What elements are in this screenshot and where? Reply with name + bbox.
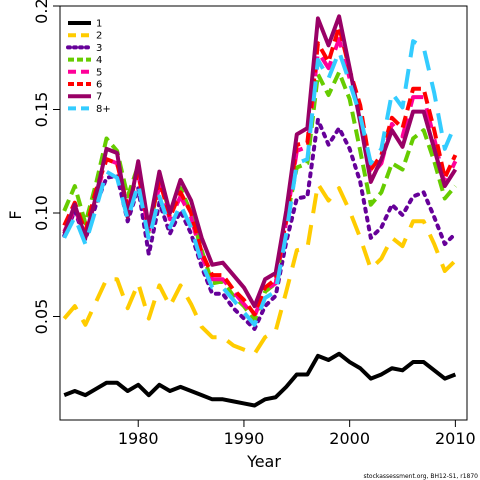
- legend-label-5: 5: [96, 67, 102, 78]
- legend-label-4: 4: [96, 55, 102, 66]
- series-line-6: [62, 24, 458, 317]
- y-axis: 0.05 0.10 0.15 0.20: [32, 0, 60, 334]
- x-tick-label: 1990: [224, 429, 265, 448]
- series-line-2: [62, 182, 457, 356]
- x-tick-label: 1980: [118, 429, 159, 448]
- y-tick-label: 0.20: [32, 0, 51, 24]
- credit-text: stockassessment.org, BH12-S1, r1870: [363, 473, 478, 480]
- legend-label-3: 3: [96, 43, 102, 54]
- series-line-7: [62, 14, 458, 309]
- legend-label-6: 6: [96, 80, 102, 91]
- legend-label-7: 7: [96, 92, 102, 103]
- y-tick-label: 0.10: [32, 195, 51, 231]
- legend-label-8: 8+: [96, 104, 111, 115]
- x-tick-label: 2000: [329, 429, 370, 448]
- plot-frame: [59, 5, 468, 421]
- y-tick-label: 0.15: [32, 92, 51, 128]
- legend-label-2: 2: [96, 31, 102, 42]
- series-line-8: [62, 39, 458, 327]
- legend-label-1: 1: [96, 19, 102, 30]
- y-axis-title: F: [6, 210, 25, 219]
- series-line-1: [63, 351, 457, 408]
- x-tick-label: 2010: [435, 429, 476, 448]
- x-axis-title: Year: [246, 452, 281, 471]
- x-axis: 1980 1990 2000 2010: [118, 420, 476, 448]
- plot-lines: [62, 14, 458, 408]
- series-line-3: [62, 117, 458, 331]
- y-tick-label: 0.05: [32, 299, 51, 335]
